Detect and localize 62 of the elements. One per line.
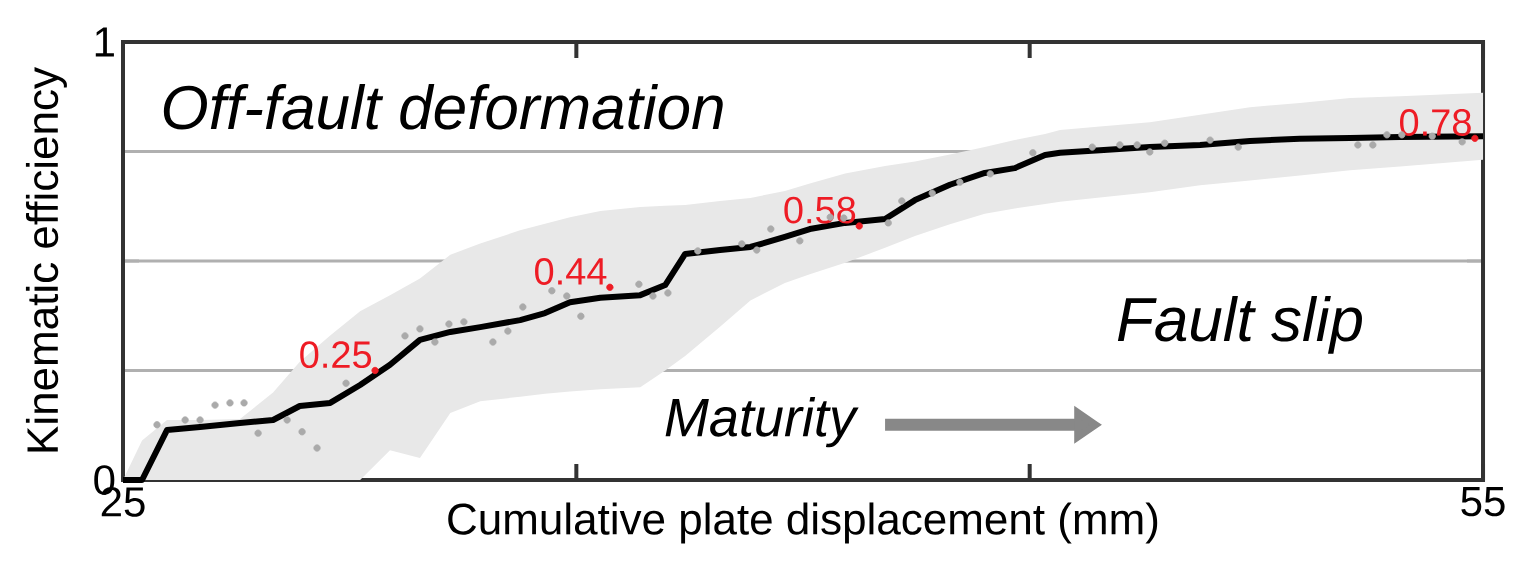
y-tick-label: 1 (95, 27, 114, 57)
point (753, 246, 761, 254)
point (445, 320, 453, 328)
data-label: 0.58 (784, 196, 856, 224)
point (1088, 143, 1096, 151)
point (1383, 131, 1391, 139)
point (519, 303, 527, 311)
point (796, 237, 804, 245)
point (1354, 141, 1362, 149)
point (1146, 148, 1154, 156)
point (884, 219, 892, 227)
y-axis-title: Kinematic efficiency (25, 67, 67, 452)
point (664, 289, 672, 297)
point (1133, 141, 1141, 149)
annotation: Fault slip (1117, 296, 1362, 354)
x-tick-label: 55 (1461, 487, 1505, 517)
point (313, 444, 321, 452)
point (460, 318, 468, 326)
annotation: Off-fault deformation (163, 84, 723, 130)
point (371, 366, 379, 375)
point (211, 401, 219, 409)
point (563, 292, 571, 300)
point (606, 283, 614, 291)
point (226, 399, 234, 407)
data-label: 0.44 (535, 257, 607, 285)
point (1458, 138, 1466, 146)
point (548, 287, 556, 295)
data-label: 0.25 (300, 341, 372, 369)
point (986, 170, 994, 178)
point (240, 399, 248, 407)
point (1029, 149, 1037, 157)
point (1161, 139, 1169, 147)
point (577, 312, 585, 320)
point (956, 178, 964, 186)
x-axis-title: Cumulative plate displacement (mm) (448, 502, 1158, 544)
point (181, 416, 189, 424)
point (196, 416, 204, 424)
point (153, 421, 161, 429)
point (898, 197, 906, 205)
point (928, 189, 936, 197)
point (416, 325, 424, 333)
point (1234, 143, 1242, 151)
point (1471, 134, 1479, 142)
point (283, 416, 291, 424)
data-label: 0.78 (1400, 109, 1471, 136)
point (855, 222, 863, 230)
point (649, 292, 657, 300)
point (254, 429, 262, 437)
point (342, 379, 350, 387)
point (489, 338, 497, 346)
point (738, 240, 746, 248)
annotation: Maturity (665, 397, 859, 448)
point (1206, 136, 1214, 144)
point (504, 327, 512, 335)
point (767, 225, 775, 233)
point (694, 247, 702, 255)
point (635, 280, 643, 288)
point (431, 338, 439, 346)
point (401, 332, 409, 340)
point (1369, 141, 1377, 149)
point (298, 428, 306, 436)
point (1116, 141, 1124, 149)
